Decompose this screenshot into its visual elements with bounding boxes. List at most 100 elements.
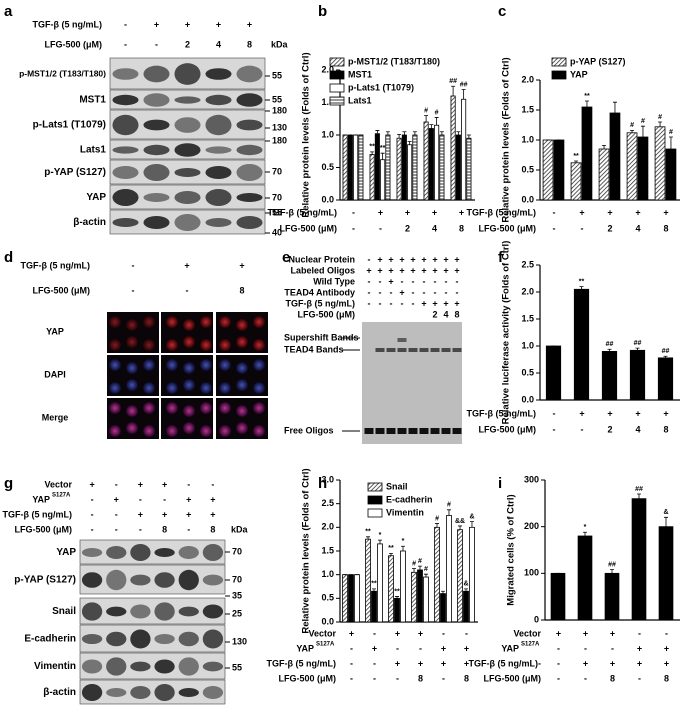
blot-row-label: p-Lats1 (T1079) [33,120,106,131]
cell-nucleus [236,379,248,391]
condition-value: - [665,628,668,638]
condition-value: 2 [607,424,612,434]
condition-value: - [434,287,437,297]
condition-value: + [210,509,215,519]
band-label: Supershift Bands [284,332,359,342]
condition-value: + [607,408,612,418]
gel-band [430,428,440,434]
bar [604,572,620,621]
cell-nucleus [236,362,248,374]
condition-label: LFG-500 (μM) [478,424,536,434]
blot-band [202,574,224,586]
y-tick-label: 0 [534,614,539,624]
condition-value: + [441,643,446,653]
blot-band [112,166,139,179]
y-tick-label: 3.0 [321,474,334,484]
condition-value: + [664,643,669,653]
condition-value: - [553,424,556,434]
gel-band [397,338,407,342]
kda-marker: 25 [232,608,242,618]
condition-value: - [163,494,166,504]
bar [581,106,593,201]
bar [601,350,618,401]
condition-value: + [579,207,584,217]
cell-nucleus [253,382,265,394]
condition-value: - [581,223,584,233]
blot-band [236,164,263,181]
condition-value: - [115,524,118,534]
condition-value: + [349,628,354,638]
blot-band [112,146,139,154]
blot-band [205,218,232,227]
condition-value: + [454,254,459,264]
condition-value: + [378,207,383,217]
cell-nucleus [219,382,231,394]
condition-value: - [132,260,135,270]
bar [369,154,375,201]
condition-value: 8 [454,309,459,319]
error-bar [395,596,399,599]
legend-swatch [329,96,345,106]
condition-value: + [583,658,588,668]
condition-value: - [390,298,393,308]
blot-band [112,68,139,80]
condition-value: - [584,643,587,653]
cell-nucleus [109,316,121,328]
cell-nucleus [143,425,155,437]
condition-value: 2 [185,39,190,49]
condition-value: + [579,408,584,418]
cell-nucleus [183,336,195,348]
blot-band [178,631,199,647]
error-bar [412,568,417,573]
cell-nucleus [143,359,155,371]
error-bar [429,124,434,129]
blot-band [143,216,170,229]
condition-label: LFG-500 (μM) [279,223,337,233]
condition-label: LFG-500 (μM) [278,673,336,683]
blot-strip [79,539,226,565]
bar [412,134,418,201]
blot-band [154,633,175,645]
panel-letter: c [498,3,506,20]
cell-nucleus [143,402,155,414]
error-bar [583,531,587,536]
blot-band [236,93,263,107]
condition-value: - [115,479,118,489]
error-bar [377,539,382,544]
significance: * [379,532,382,539]
condition-value: - [352,223,355,233]
bar [428,128,434,201]
condition-value: + [432,207,437,217]
y-tick-label: 0.0 [321,194,334,204]
condition-value: - [638,628,641,638]
bar [377,543,383,623]
condition-value: + [607,207,612,217]
bar [545,345,562,401]
bar [396,137,402,201]
condition-value: + [395,628,400,638]
legend-label: p-MST1/2 (T183/T180) [348,56,440,66]
blot-band [202,661,224,672]
condition-value: - [390,287,393,297]
condition-value: + [210,494,215,504]
condition-value: - [186,285,189,295]
cell-nucleus [183,362,195,374]
kda-marker: 70 [272,166,282,176]
cell-nucleus [126,362,138,374]
condition-value: - [373,628,376,638]
error-bar [612,101,617,113]
condition-value: - [352,207,355,217]
significance: ** [394,588,400,595]
blot-band [178,569,199,591]
condition-label: Vector [44,479,72,489]
bar [342,574,348,623]
significance: && [455,518,465,525]
blot-band [236,216,263,229]
blot-band [81,659,103,674]
error-bar [574,160,579,163]
condition-value: + [239,260,244,270]
gel-band [375,428,385,434]
y-tick-label: 0.5 [521,164,534,174]
cell-nucleus [253,402,265,414]
condition-label: YAP [501,643,519,653]
